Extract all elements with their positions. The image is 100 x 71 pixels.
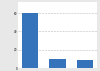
Bar bbox=[77, 60, 93, 68]
Bar bbox=[22, 13, 38, 68]
Bar bbox=[49, 59, 66, 68]
